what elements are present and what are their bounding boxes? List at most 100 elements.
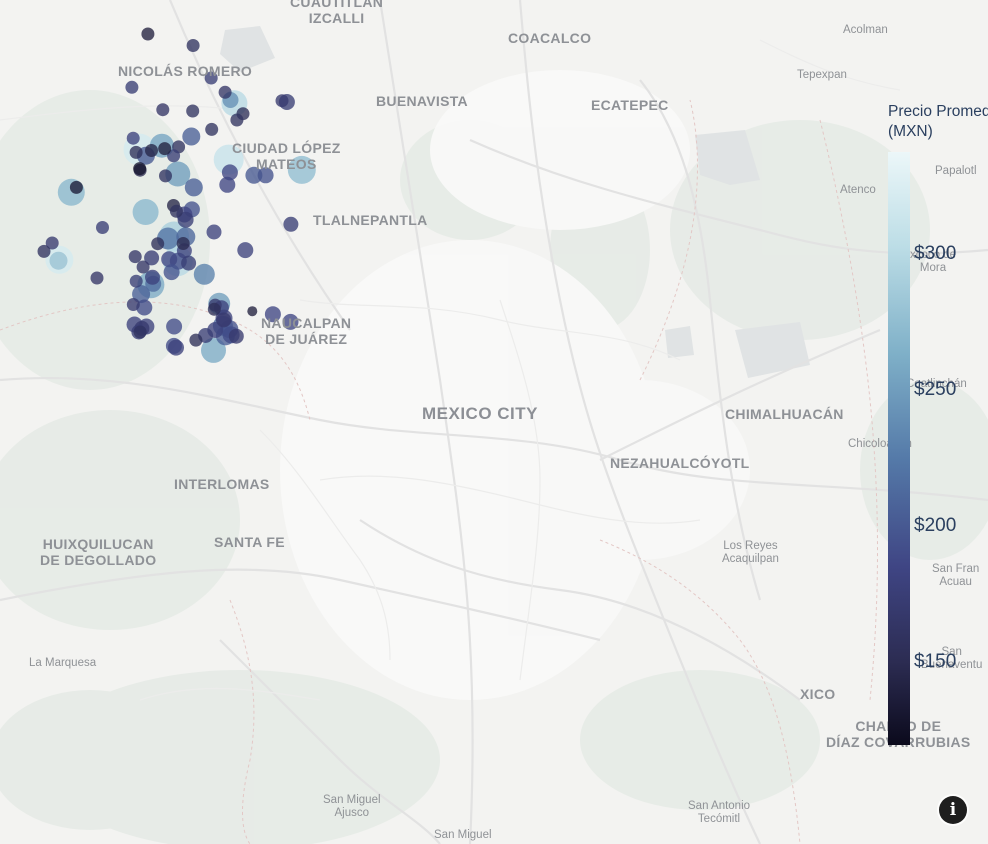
colorbar-tick-label: $250 [914,379,957,401]
price-marker[interactable] [182,127,201,146]
minor-road-layer [0,39,901,701]
place-label-xico: XICO [800,686,836,702]
price-marker[interactable] [125,80,139,94]
place-label-interlomas: INTERLOMAS [174,476,270,492]
price-marker[interactable] [126,298,140,311]
info-icon[interactable]: i [939,796,967,824]
colorbar-tick-label: $300 [914,243,957,265]
place-label-san-francisco: San Fran Acuau [932,563,980,589]
price-marker[interactable] [169,204,183,218]
price-marker[interactable] [69,180,83,194]
price-marker[interactable] [145,269,160,285]
price-marker[interactable] [133,162,147,176]
place-label-san-miguel: San Miguel [434,829,492,841]
price-marker[interactable] [237,242,254,259]
price-marker[interactable] [129,274,143,288]
price-marker[interactable] [126,131,140,145]
price-marker[interactable] [219,176,236,193]
price-marker[interactable] [283,216,299,232]
price-marker[interactable] [45,236,59,250]
colorbar-title: Precio Promedio (MXN) [888,103,988,141]
price-marker[interactable] [132,199,159,225]
place-label-ciudad-lopez-mateos: CIUDAD LÓPEZ MATEOS [232,140,341,173]
place-label-coacalco: COACALCO [508,30,592,46]
place-label-nicolas-romero: NICOLÁS ROMERO [118,63,253,79]
price-marker[interactable] [275,94,289,108]
place-label-buenavista: BUENAVISTA [376,93,468,109]
price-marker[interactable] [132,285,151,304]
price-marker[interactable] [287,155,316,184]
dry-lake-layer [220,26,810,378]
colorbar-tick-label: $150 [914,651,957,673]
price-marker[interactable] [245,166,263,184]
place-label-los-reyes: Los Reyes Acaquilpan [722,540,779,566]
price-marker[interactable] [176,237,190,250]
price-marker[interactable] [136,260,150,274]
place-label-papalotla: Papalotl [935,165,977,177]
urban-layer [280,70,750,700]
place-label-mexico-city: MEXICO CITY [422,404,539,423]
price-marker[interactable] [158,142,172,156]
price-marker[interactable] [163,264,180,281]
price-marker[interactable] [205,122,219,136]
price-marker[interactable] [90,271,104,285]
place-label-nezahualcoyotl: NEZAHUALCÓYOTL [610,455,750,471]
price-marker[interactable] [184,178,203,197]
place-label-san-buenaventura: San Buenaventu [921,646,983,672]
place-label-cuautitlan-izcalli: CUAUTITLÁN IZCALLI [290,0,384,27]
price-marker[interactable] [264,306,281,323]
price-marker[interactable] [165,161,191,187]
price-marker[interactable] [129,145,143,159]
price-marker[interactable] [193,263,215,285]
place-label-atenco: Atenco [840,184,876,196]
price-marker[interactable] [213,144,244,175]
price-marker[interactable] [221,164,238,181]
price-marker[interactable] [159,169,172,183]
price-marker[interactable] [141,27,155,41]
price-marker[interactable] [49,251,68,270]
price-marker[interactable] [201,337,226,363]
price-marker[interactable] [207,302,221,316]
price-marker[interactable] [37,244,51,258]
price-marker[interactable] [167,149,181,163]
place-label-tepexpan: Tepexpan [797,69,847,81]
place-label-ecatepec: ECATEPEC [591,97,669,113]
place-label-tlalnepantla: TLALNEPANTLA [313,212,428,228]
place-label-chimalhuacan: CHIMALHUACÁN [725,406,844,422]
price-marker[interactable] [177,211,194,228]
price-marker[interactable] [204,71,218,85]
price-markers-layer [37,27,316,363]
price-marker[interactable] [186,104,200,118]
price-marker[interactable] [181,255,197,271]
price-marker[interactable] [161,251,178,268]
place-label-huixquilucan: HUIXQUILUCAN DE DEGOLLADO [40,536,157,569]
price-marker[interactable] [144,250,160,266]
price-marker[interactable] [206,224,222,240]
price-marker[interactable] [228,328,244,344]
price-marker[interactable] [186,39,200,52]
price-marker[interactable] [216,312,232,328]
place-label-santa-fe: SANTA FE [214,534,285,550]
price-marker[interactable] [136,299,153,316]
price-marker[interactable] [257,167,274,184]
place-label-naucalpan: NAUCALPAN DE JUÁREZ [261,315,352,348]
price-marker[interactable] [189,333,203,347]
price-marker[interactable] [218,85,232,99]
price-marker[interactable] [96,221,109,234]
price-marker[interactable] [230,113,244,127]
price-marker[interactable] [247,306,258,317]
price-marker[interactable] [133,325,147,339]
price-marker[interactable] [145,144,158,157]
price-marker[interactable] [282,313,299,330]
price-marker[interactable] [156,103,170,117]
place-label-san-antonio-tecomitl: San Antonio Tecómitl [688,800,751,826]
price-marker[interactable] [128,250,142,264]
colorbar-tick-label: $200 [914,515,957,537]
place-label-acolman: Acolman [843,24,888,36]
price-marker[interactable] [151,237,165,251]
price-marker[interactable] [168,339,184,356]
place-label-texcoco-de-mora: xcoco de Mora [910,249,957,275]
price-marker[interactable] [166,318,183,335]
